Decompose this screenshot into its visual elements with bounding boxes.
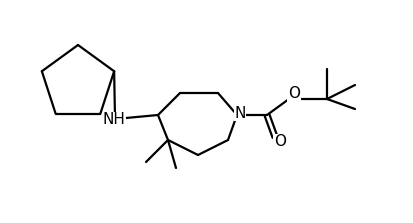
Text: NH: NH — [102, 112, 125, 128]
Text: O: O — [287, 87, 299, 101]
Text: O: O — [273, 134, 285, 149]
Text: N: N — [234, 105, 245, 120]
